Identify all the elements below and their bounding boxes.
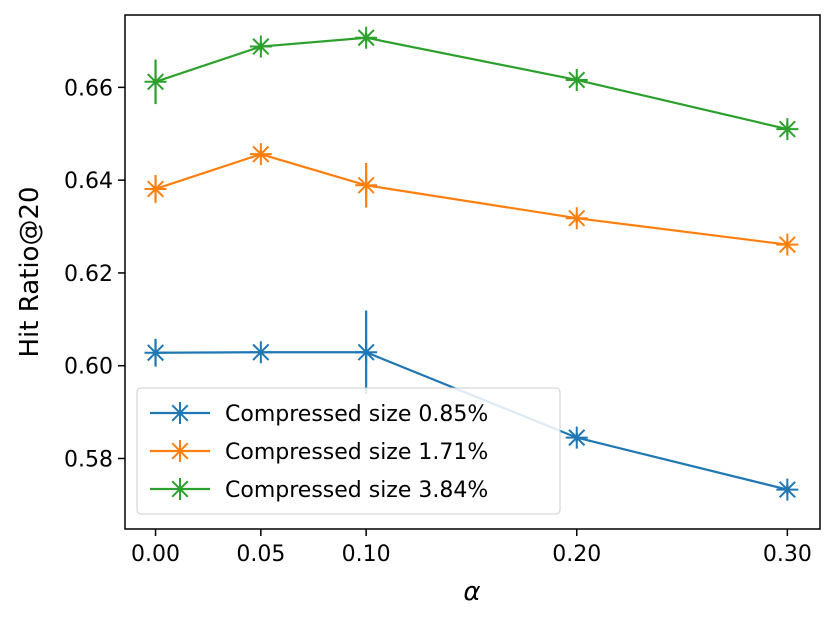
y-tick-label: 0.62 — [64, 262, 113, 287]
legend: Compressed size 0.85% Compressed size 1.7… — [136, 387, 561, 515]
x-axis-label: α — [463, 577, 480, 607]
y-axis-ticks: 0.58 0.60 0.62 0.64 0.66 — [64, 76, 125, 472]
legend-marker — [169, 478, 191, 500]
data-point-marker — [776, 478, 799, 501]
data-point-marker — [565, 426, 588, 449]
data-point-marker — [776, 118, 799, 141]
plot-frame — [124, 14, 821, 530]
data-point-marker — [249, 143, 272, 166]
legend-item-2: Compressed size 1.71% — [150, 440, 488, 465]
series-2 — [144, 143, 799, 256]
x-tick-label: 0.00 — [131, 542, 180, 567]
x-tick-label: 0.10 — [342, 542, 391, 567]
x-tick-label: 0.20 — [552, 542, 601, 567]
y-tick-label: 0.60 — [64, 355, 113, 380]
x-tick-label: 0.30 — [763, 542, 812, 567]
data-point-marker — [249, 341, 272, 364]
x-axis-ticks: 0.00 0.05 0.10 0.20 0.30 — [131, 529, 812, 567]
y-axis-label: Hit Ratio@20 — [15, 186, 45, 357]
data-point-marker — [144, 177, 167, 200]
legend-marker — [169, 402, 191, 424]
data-point-marker — [776, 233, 799, 256]
legend-frame — [136, 387, 561, 515]
data-point-marker — [565, 68, 588, 91]
legend-marker — [169, 440, 191, 462]
series-1 — [144, 310, 799, 501]
legend-label: Compressed size 0.85% — [225, 402, 488, 427]
data-point-marker — [249, 35, 272, 58]
series-layer — [144, 26, 799, 501]
legend-label: Compressed size 3.84% — [225, 478, 488, 503]
series-3 — [144, 26, 799, 141]
y-tick-label: 0.64 — [64, 169, 113, 194]
y-tick-label: 0.66 — [64, 76, 113, 101]
data-point-marker — [144, 341, 167, 364]
legend-label: Compressed size 1.71% — [225, 440, 488, 465]
legend-item-1: Compressed size 0.85% — [150, 402, 488, 427]
data-point-marker — [144, 70, 167, 93]
y-tick-label: 0.58 — [64, 447, 113, 472]
data-point-marker — [565, 207, 588, 230]
legend-item-3: Compressed size 3.84% — [150, 478, 488, 503]
data-point-marker — [355, 26, 378, 49]
x-tick-label: 0.05 — [236, 542, 285, 567]
data-point-marker — [355, 174, 378, 197]
data-point-marker — [355, 341, 378, 364]
